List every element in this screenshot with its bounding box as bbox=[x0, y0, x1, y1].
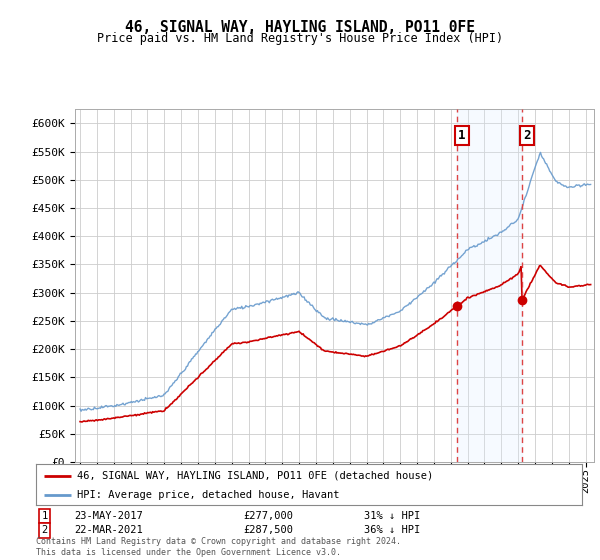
Text: 46, SIGNAL WAY, HAYLING ISLAND, PO11 0FE: 46, SIGNAL WAY, HAYLING ISLAND, PO11 0FE bbox=[125, 20, 475, 35]
Text: 1: 1 bbox=[41, 511, 48, 521]
Text: 2: 2 bbox=[41, 525, 48, 535]
Text: £277,000: £277,000 bbox=[244, 511, 293, 521]
Text: 22-MAR-2021: 22-MAR-2021 bbox=[74, 525, 143, 535]
Text: 23-MAY-2017: 23-MAY-2017 bbox=[74, 511, 143, 521]
Text: £287,500: £287,500 bbox=[244, 525, 293, 535]
Text: 46, SIGNAL WAY, HAYLING ISLAND, PO11 0FE (detached house): 46, SIGNAL WAY, HAYLING ISLAND, PO11 0FE… bbox=[77, 471, 433, 480]
Text: 1: 1 bbox=[458, 129, 466, 142]
Text: 2: 2 bbox=[523, 129, 531, 142]
Text: Contains HM Land Registry data © Crown copyright and database right 2024.
This d: Contains HM Land Registry data © Crown c… bbox=[36, 538, 401, 557]
Text: 31% ↓ HPI: 31% ↓ HPI bbox=[364, 511, 420, 521]
Text: Price paid vs. HM Land Registry's House Price Index (HPI): Price paid vs. HM Land Registry's House … bbox=[97, 32, 503, 45]
Bar bbox=[457, 109, 522, 462]
Text: 36% ↓ HPI: 36% ↓ HPI bbox=[364, 525, 420, 535]
Text: HPI: Average price, detached house, Havant: HPI: Average price, detached house, Hava… bbox=[77, 490, 340, 500]
